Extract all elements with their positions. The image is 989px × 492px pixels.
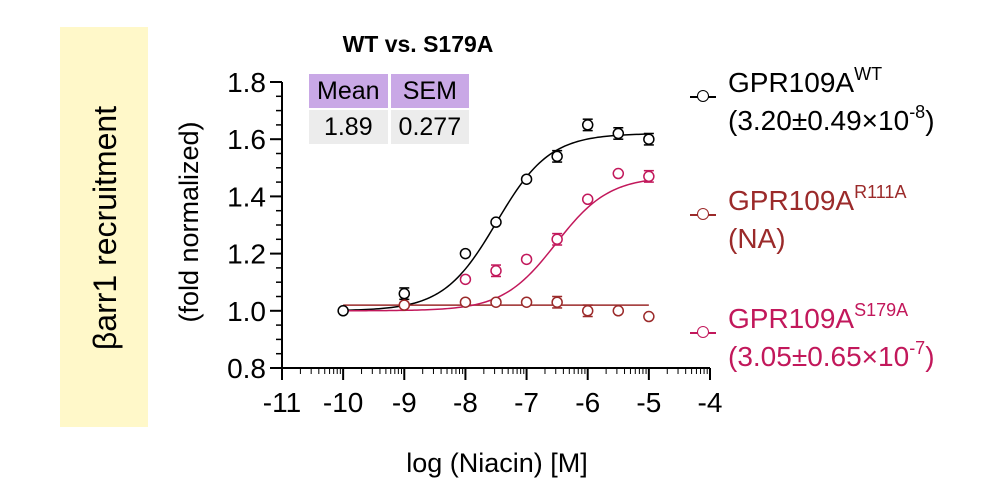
data-point-series-0 <box>490 216 502 228</box>
data-point-series-2 <box>643 170 655 183</box>
data-point-series-1 <box>612 305 625 317</box>
data-point-series-1 <box>520 296 533 308</box>
x-tick-label: -11 <box>263 387 301 418</box>
data-point-series-1 <box>551 296 563 308</box>
x-tick-label: -4 <box>698 387 723 418</box>
data-point-series-2 <box>459 273 472 286</box>
data-point-series-1 <box>643 310 655 323</box>
legend-circle-s179a <box>697 326 709 338</box>
x-axis-label: log (Niacin) [M] <box>406 448 588 478</box>
legend-sup-r111a: R111A <box>854 182 907 202</box>
x-tick-label: -9 <box>392 387 417 418</box>
legend-circle-r111a <box>697 208 709 220</box>
legend-detail-exp-s179a: -7 <box>909 338 926 358</box>
legend-entry-r111a: GPR109AR111A (NA) <box>690 182 985 300</box>
stats-header-mean: Mean <box>309 74 388 108</box>
data-point-series-1 <box>490 296 502 308</box>
legend-marker-s179a <box>690 326 716 340</box>
data-point-series-0 <box>398 287 411 300</box>
data-point-series-2 <box>581 193 594 206</box>
legend-entry-wt: GPR109AWT (3.20±0.49×10-8) <box>690 64 985 182</box>
data-point-series-1 <box>459 296 472 308</box>
legend-detail-end-wt: ) <box>925 105 935 136</box>
y-tick-label: 1.0 <box>227 296 266 327</box>
legend: GPR109AWT (3.20±0.49×10-8) GPR109AR111A … <box>690 64 985 418</box>
data-point-series-2 <box>551 233 563 246</box>
legend-marker-r111a <box>690 208 716 222</box>
legend-text-r111a: GPR109AR111A (NA) <box>728 182 906 258</box>
legend-sup-s179a: S179A <box>854 300 909 320</box>
legend-text-wt: GPR109AWT (3.20±0.49×10-8) <box>728 64 935 140</box>
legend-detail-wt: (3.20±0.49×10 <box>728 105 910 136</box>
legend-circle-wt <box>697 90 709 102</box>
stats-table: Mean SEM 1.89 0.277 <box>306 72 472 146</box>
x-tick-label: -5 <box>636 387 661 418</box>
legend-sup-wt: WT <box>854 64 883 84</box>
y-tick-label: 1.8 <box>227 67 266 98</box>
chart-title: WT vs. S179A <box>343 31 494 57</box>
data-point-series-0 <box>612 127 625 140</box>
legend-name-wt: GPR109A <box>728 67 855 98</box>
legend-detail-exp-wt: -8 <box>909 102 926 122</box>
y-tick-label: 1.6 <box>227 124 266 155</box>
legend-detail-s179a: (3.05±0.65×10 <box>728 341 910 372</box>
data-point-series-1 <box>581 305 594 317</box>
x-tick-label: -10 <box>323 387 363 418</box>
stats-value-sem: 0.277 <box>390 110 470 144</box>
data-point-series-0 <box>520 173 533 185</box>
stats-header-sem: SEM <box>390 74 470 108</box>
side-label: βarr1 recruitment <box>87 106 123 350</box>
data-point-series-0 <box>459 247 472 260</box>
y-tick-label: 0.8 <box>227 353 266 384</box>
data-point-series-0 <box>581 119 594 131</box>
data-point-series-2 <box>520 253 533 266</box>
data-point-series-2 <box>612 167 625 180</box>
x-tick-label: -8 <box>453 387 478 418</box>
y-tick-label: 1.4 <box>227 181 266 212</box>
legend-text-s179a: GPR109AS179A (3.05±0.65×10-7) <box>728 300 935 376</box>
data-point-series-0 <box>337 305 349 317</box>
fit-curve-series-2 <box>343 179 649 312</box>
x-tick-label: -7 <box>514 387 539 418</box>
data-point-series-1 <box>398 299 411 311</box>
y-label-highlight-box <box>60 27 148 427</box>
y-axis-label: (fold normalized) <box>174 121 204 322</box>
legend-name-s179a: GPR109A <box>728 303 855 334</box>
legend-entry-s179a: GPR109AS179A (3.05±0.65×10-7) <box>690 300 985 418</box>
x-tick-label: -6 <box>575 387 600 418</box>
legend-detail-end-s179a: ) <box>925 341 935 372</box>
legend-name-r111a: GPR109A <box>728 185 855 216</box>
data-point-series-0 <box>551 150 563 163</box>
legend-detail-r111a: (NA) <box>728 223 786 254</box>
y-tick-label: 1.2 <box>227 239 266 270</box>
data-point-series-2 <box>490 265 502 277</box>
stats-value-mean: 1.89 <box>309 110 388 144</box>
data-point-series-0 <box>643 133 655 145</box>
legend-marker-wt <box>690 90 716 104</box>
